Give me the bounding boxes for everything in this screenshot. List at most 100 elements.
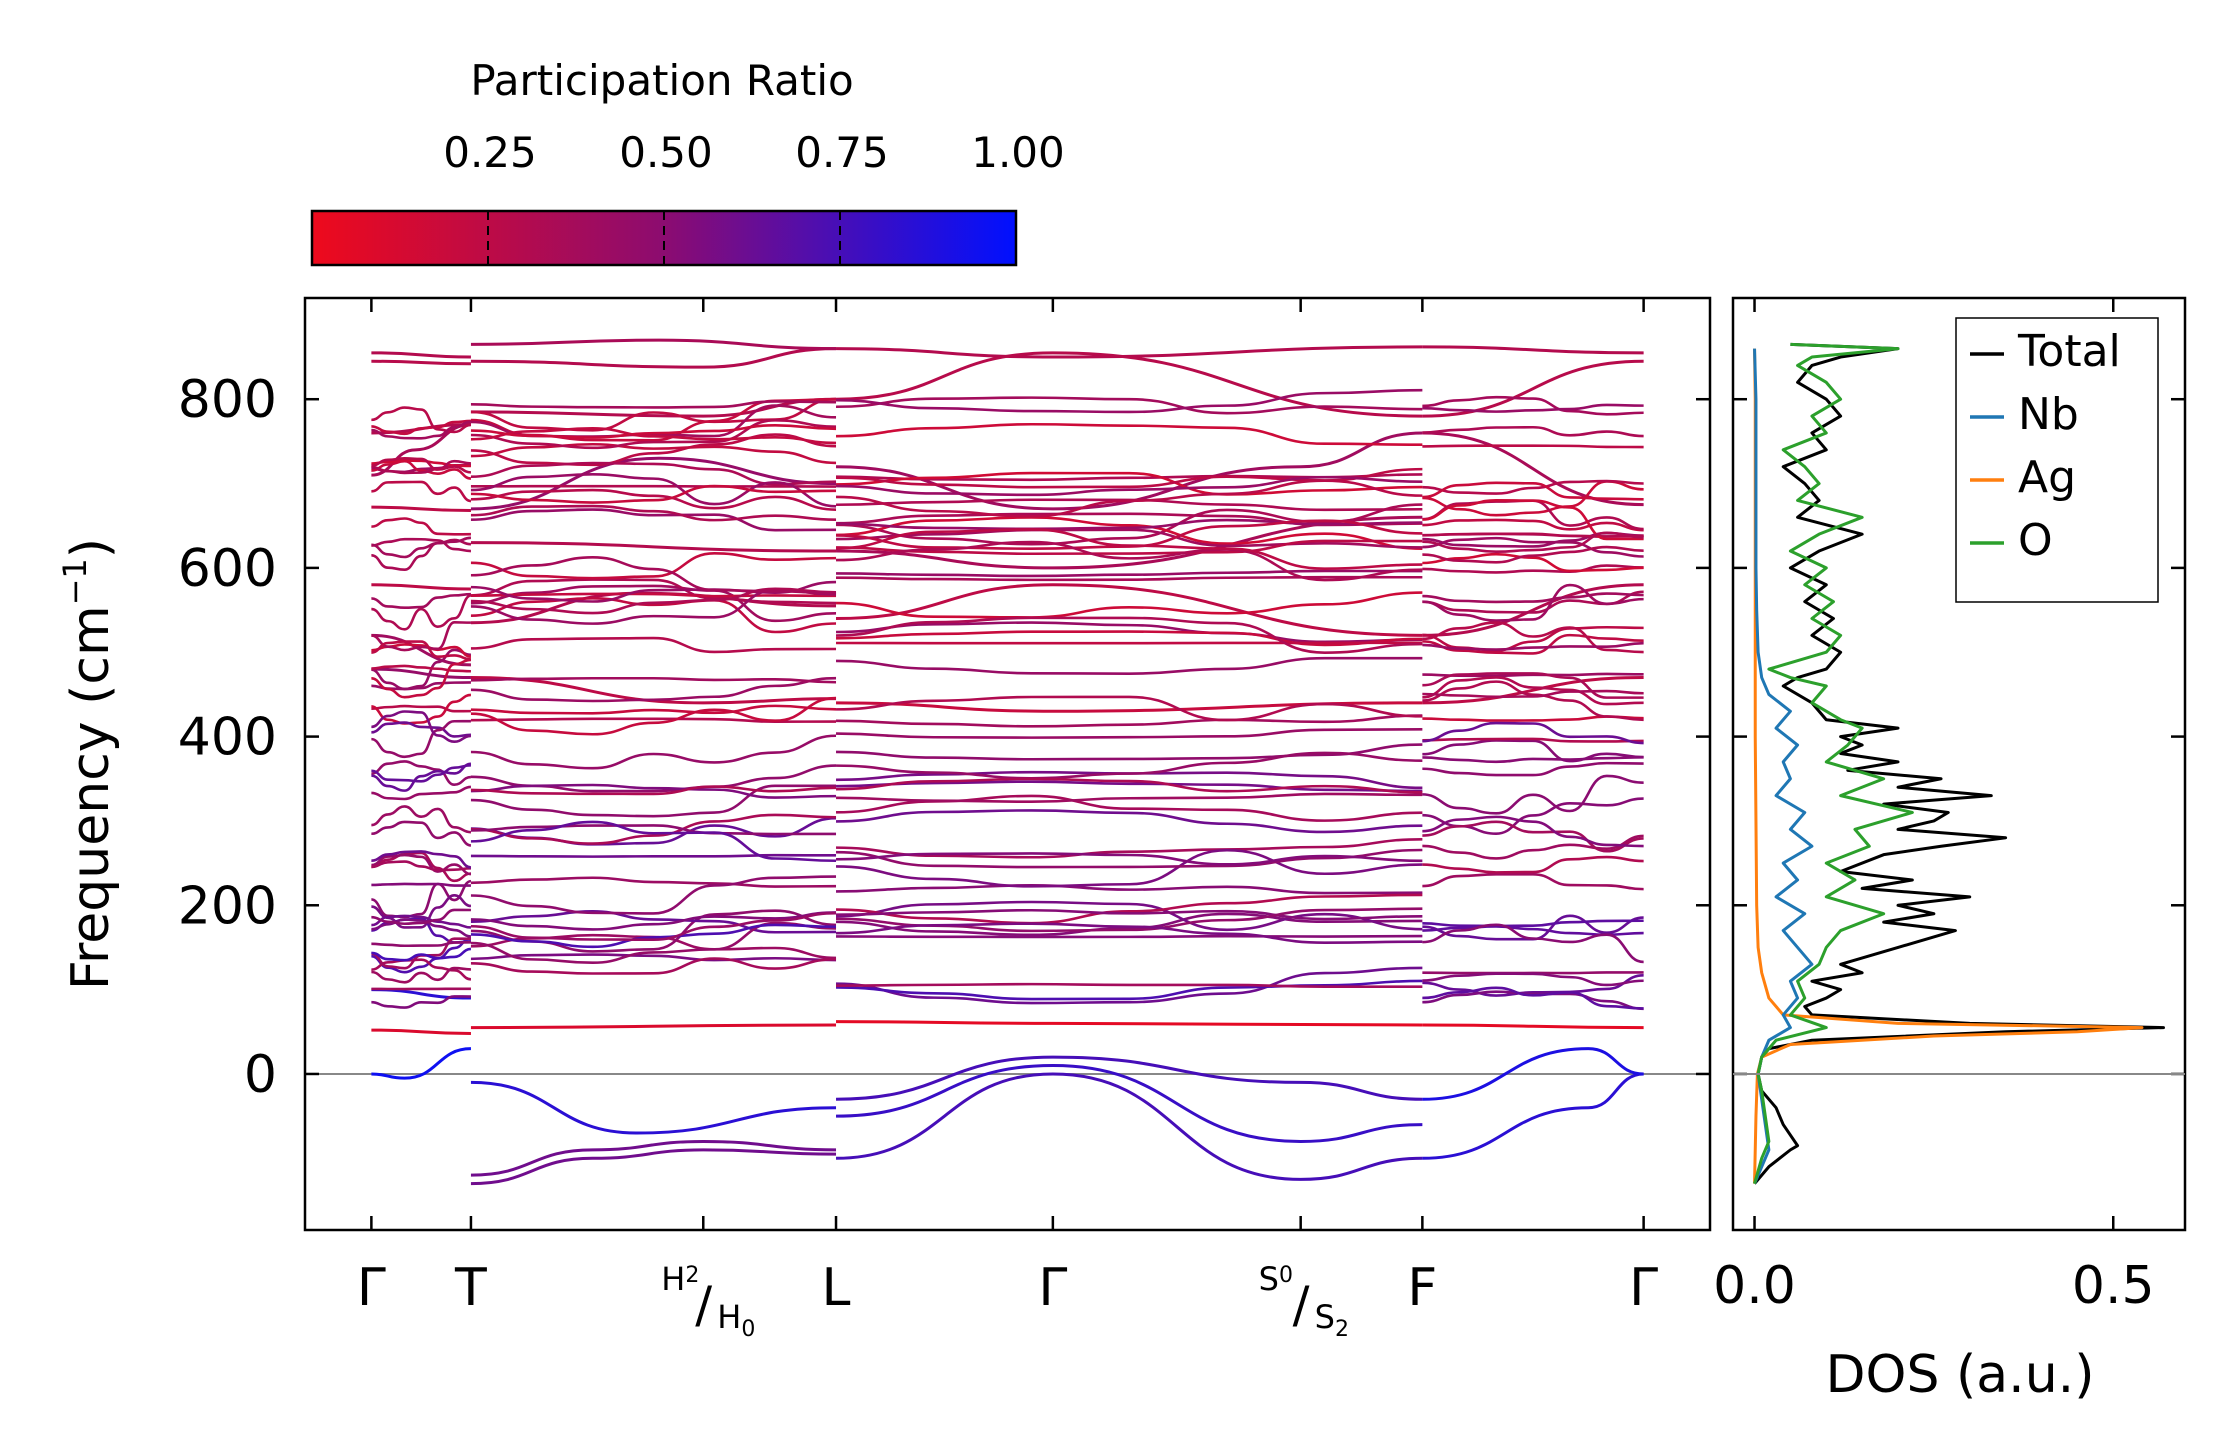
band-line [371,704,471,713]
band-line [836,422,1423,446]
band-line [371,710,472,743]
band-line [836,966,1423,1005]
band-line [371,594,472,631]
band-line [371,419,471,436]
band-line [836,475,1423,497]
band-line [1422,531,1644,554]
kpoint-label-bottom: S2 [1315,1298,1349,1342]
band-line [371,693,472,725]
band-line [470,418,837,450]
dos-x-tick-label: 0.5 [2072,1256,2155,1316]
legend-label: Total [2017,326,2121,377]
band-line [371,538,472,572]
band-line [371,505,471,513]
band-line [836,656,1423,675]
band-line [1422,834,1644,860]
band-line [1422,621,1644,654]
band-line [371,908,471,926]
band-line [1422,797,1644,835]
band-line [470,910,837,934]
band-line [371,648,472,691]
kpoint-label: F [1407,1258,1437,1318]
band-line [1422,739,1644,763]
band-line [371,721,471,738]
band-line [371,1047,471,1080]
band-line [1422,359,1644,418]
colorbar-tick-label: 0.50 [619,128,713,177]
band-line [1422,345,1644,355]
band-line [371,583,471,591]
band-line [836,388,1423,414]
band-line [371,966,471,984]
band-line [1422,1072,1644,1160]
band-line [371,820,472,847]
band-line [470,555,837,595]
band-line [836,934,1423,939]
band-line [836,1055,1423,1101]
band-line [371,667,471,680]
band-line [470,734,837,770]
band-line [371,459,472,480]
band-line [371,640,472,661]
band-line [1422,431,1644,507]
band-line [1422,689,1644,699]
dos-line-nb [1753,348,1814,1185]
band-line [470,338,837,351]
band-line [371,941,471,948]
band-line [1422,395,1644,416]
band-line [836,852,1423,866]
legend-label: O [2018,515,2053,566]
band-line [836,1064,1423,1143]
band-line [470,676,837,703]
colorbar-tick-label: 0.75 [795,128,889,177]
band-line [371,719,471,759]
band-line [371,457,472,474]
band-line [836,809,1423,834]
dos-x-axis-label: DOS (a.u.) [1826,1345,2095,1405]
band-line [836,714,1423,728]
band-line [470,592,837,598]
band-line [371,958,472,981]
band-line [836,616,1423,654]
band-line [1422,583,1644,637]
band-line [1422,479,1644,495]
band-line [470,953,837,962]
band-line [470,580,837,603]
band-line [836,912,1423,937]
band-line [371,853,472,876]
band-line [470,636,837,654]
band-line [470,424,837,439]
band-line [836,743,1423,761]
band-line [1422,518,1644,532]
band-line [1422,641,1644,651]
band-line [836,982,1423,988]
band-line [470,584,837,623]
band-line [470,397,837,418]
dos-x-tick-label: 0.0 [1713,1256,1796,1316]
band-line [1422,855,1644,874]
band-line [836,751,1423,780]
kpoint-label-top: S0 [1259,1260,1293,1298]
band-line [1422,756,1644,764]
colorbar-title: Participation Ratio [470,56,853,105]
band-line [371,517,471,536]
band-line [1422,974,1644,997]
band-line [371,480,472,503]
dos-frame [1731,296,2187,1232]
band-line [836,569,1423,578]
band-line [371,914,471,929]
band-line [836,1072,1423,1181]
colorbar: Participation Ratio 0.25 0.50 0.75 1.00 [310,56,1065,267]
band-line [470,921,837,965]
band-line [371,592,471,610]
band-line [836,540,1423,582]
kpoint-label-top: H2 [661,1260,699,1298]
band-line [1422,986,1644,1010]
band-line [470,400,837,409]
band-line [1422,923,1644,964]
kpoint-label: L [822,1258,851,1318]
band-line [470,911,837,942]
band-line [1422,536,1644,558]
